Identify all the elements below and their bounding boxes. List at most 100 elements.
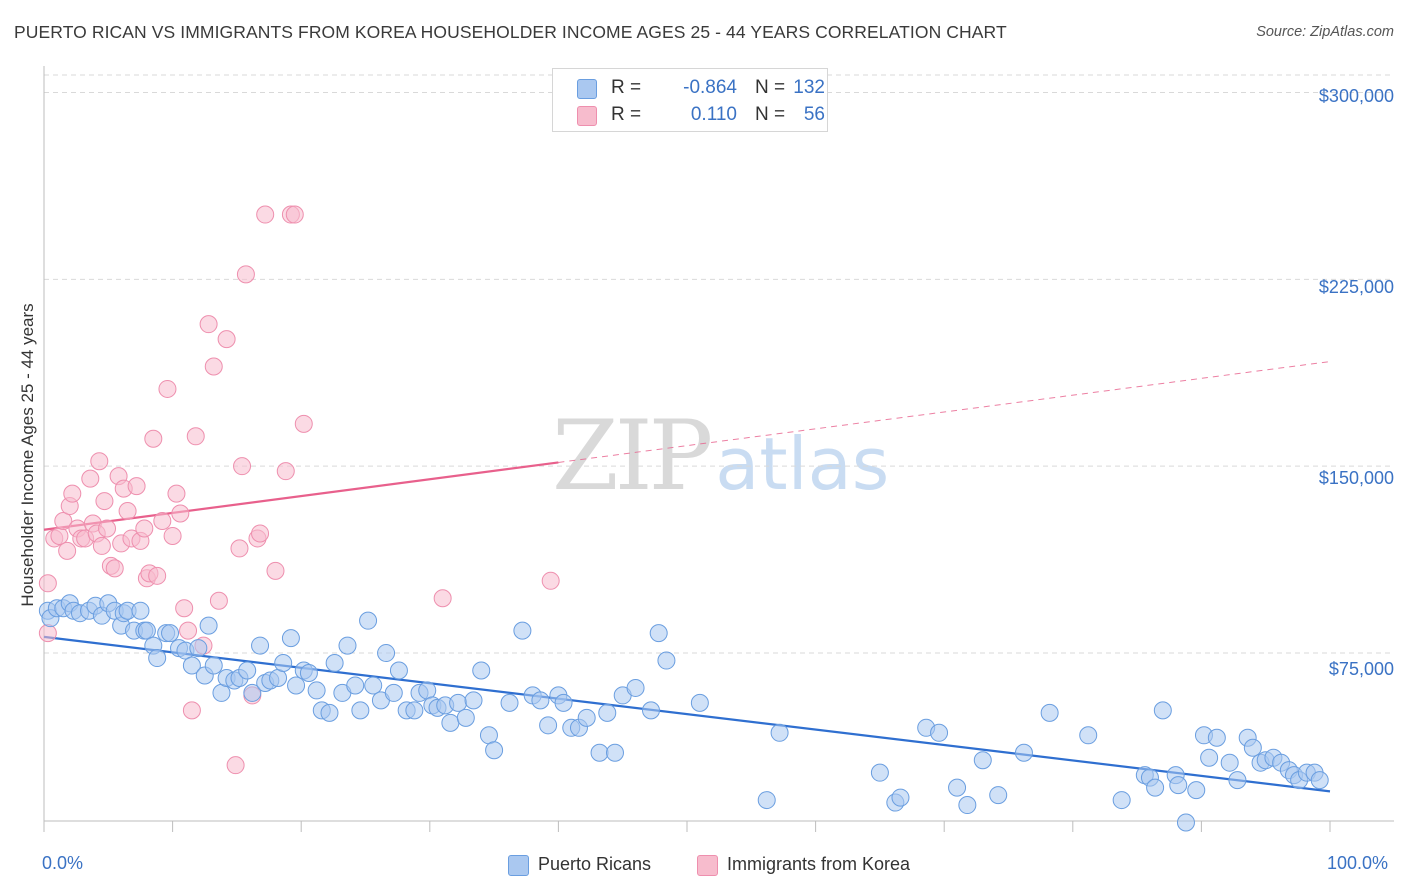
data-point-puerto-rican bbox=[346, 676, 365, 695]
data-point-puerto-rican bbox=[1153, 701, 1172, 720]
data-point-puerto-rican bbox=[500, 693, 519, 712]
data-point-puerto-rican bbox=[485, 741, 504, 760]
data-point-puerto-rican bbox=[891, 788, 910, 807]
legend-swatch-blue bbox=[508, 855, 529, 876]
data-point-puerto-rican bbox=[456, 708, 475, 727]
data-point-korea bbox=[251, 524, 270, 543]
data-point-puerto-rican bbox=[320, 703, 339, 722]
trend-lines bbox=[43, 361, 1331, 793]
data-point-puerto-rican bbox=[649, 624, 668, 643]
data-point-puerto-rican bbox=[472, 661, 491, 680]
data-point-puerto-rican bbox=[690, 693, 709, 712]
data-point-puerto-rican bbox=[1040, 703, 1059, 722]
watermark-zip: ZIP bbox=[552, 400, 713, 512]
chart-title: PUERTO RICAN VS IMMIGRANTS FROM KOREA HO… bbox=[14, 22, 1007, 42]
data-point-puerto-rican bbox=[189, 639, 208, 658]
data-point-puerto-rican bbox=[281, 629, 300, 648]
data-point-korea bbox=[81, 469, 100, 488]
legend-r-label: R = bbox=[611, 77, 642, 98]
trend-line-puerto-ricans bbox=[43, 635, 1331, 793]
data-point-puerto-rican bbox=[182, 656, 201, 675]
y-axis-label: Householder Income Ages 25 - 44 years bbox=[18, 303, 37, 607]
data-point-puerto-rican bbox=[598, 703, 617, 722]
y-tick-label: $150,000 bbox=[1318, 468, 1394, 488]
data-point-puerto-rican bbox=[605, 743, 624, 762]
series-puerto-rican-points bbox=[38, 594, 1329, 832]
data-point-puerto-rican bbox=[137, 621, 156, 640]
data-point-puerto-rican bbox=[299, 663, 318, 682]
data-point-korea bbox=[541, 571, 560, 590]
data-point-puerto-rican bbox=[243, 683, 262, 702]
legend-n-label: N = bbox=[755, 77, 786, 98]
data-point-korea bbox=[54, 512, 73, 531]
data-point-korea bbox=[148, 566, 167, 585]
data-point-korea bbox=[217, 330, 236, 349]
data-point-korea bbox=[433, 589, 452, 608]
data-point-puerto-rican bbox=[1079, 726, 1098, 745]
data-point-korea bbox=[171, 504, 190, 523]
data-point-korea bbox=[38, 624, 57, 643]
chart-source: Source: ZipAtlas.com bbox=[1256, 24, 1394, 40]
data-point-puerto-rican bbox=[377, 644, 396, 663]
data-point-korea bbox=[38, 574, 57, 593]
data-point-puerto-rican bbox=[405, 701, 424, 720]
data-point-korea bbox=[167, 484, 186, 503]
legend-swatch-pink bbox=[697, 855, 718, 876]
data-point-puerto-rican bbox=[1310, 771, 1329, 790]
series-korea-points bbox=[38, 205, 560, 775]
series-legend: Puerto Ricans Immigrants from Korea bbox=[0, 852, 1406, 878]
data-point-korea bbox=[294, 414, 313, 433]
x-tick-label-max: 100.0% bbox=[1327, 853, 1389, 873]
data-point-puerto-rican bbox=[441, 713, 460, 732]
data-point-puerto-rican bbox=[384, 683, 403, 702]
y-tick-label: $225,000 bbox=[1318, 277, 1394, 297]
data-point-korea bbox=[199, 315, 218, 334]
legend-swatch-blue bbox=[577, 79, 597, 99]
data-point-puerto-rican bbox=[351, 701, 370, 720]
data-point-korea bbox=[127, 477, 146, 496]
grid-lines bbox=[44, 74, 1394, 654]
data-point-puerto-rican bbox=[1207, 728, 1226, 747]
data-point-puerto-rican bbox=[212, 683, 231, 702]
data-point-puerto-rican bbox=[1243, 738, 1262, 757]
data-point-puerto-rican bbox=[479, 726, 498, 745]
data-point-korea bbox=[118, 502, 137, 521]
data-point-korea bbox=[204, 357, 223, 376]
legend-swatch-pink bbox=[577, 106, 597, 126]
axes bbox=[43, 66, 1394, 832]
data-point-korea bbox=[58, 541, 77, 560]
data-point-puerto-rican bbox=[590, 743, 609, 762]
data-point-puerto-rican bbox=[238, 661, 257, 680]
legend-n-value: 132 bbox=[793, 77, 825, 98]
data-point-puerto-rican bbox=[1014, 743, 1033, 762]
data-point-puerto-rican bbox=[958, 796, 977, 815]
data-point-puerto-rican bbox=[531, 691, 550, 710]
data-point-puerto-rican bbox=[1112, 791, 1131, 810]
y-tick-label: $300,000 bbox=[1318, 86, 1394, 106]
data-point-korea bbox=[144, 429, 163, 448]
data-point-puerto-rican bbox=[464, 691, 483, 710]
data-point-korea bbox=[92, 536, 111, 555]
data-point-puerto-rican bbox=[1187, 781, 1206, 800]
x-tick-label-min: 0.0% bbox=[42, 853, 84, 873]
legend-item-label: Puerto Ricans bbox=[538, 854, 652, 874]
data-point-korea bbox=[276, 462, 295, 481]
data-point-korea bbox=[50, 526, 69, 545]
data-point-korea bbox=[163, 526, 182, 545]
data-point-korea bbox=[209, 591, 228, 610]
trend-line-korea-dashed bbox=[558, 361, 1331, 463]
data-point-puerto-rican bbox=[389, 661, 408, 680]
data-point-korea bbox=[179, 621, 198, 640]
data-point-puerto-rican bbox=[757, 791, 776, 810]
data-point-puerto-rican bbox=[325, 654, 344, 673]
legend-r-label: R = bbox=[611, 104, 642, 125]
data-point-puerto-rican bbox=[307, 681, 326, 700]
data-point-korea bbox=[63, 484, 82, 503]
data-point-korea bbox=[95, 492, 114, 511]
zipatlas-watermark: ZIPatlas bbox=[552, 400, 889, 512]
data-point-puerto-rican bbox=[1228, 771, 1247, 790]
data-point-korea bbox=[186, 427, 205, 446]
data-point-puerto-rican bbox=[359, 611, 378, 630]
data-point-korea bbox=[153, 512, 172, 531]
correlation-legend: R = -0.864 N = 132 R = 0.110 N = 56 bbox=[552, 68, 828, 132]
